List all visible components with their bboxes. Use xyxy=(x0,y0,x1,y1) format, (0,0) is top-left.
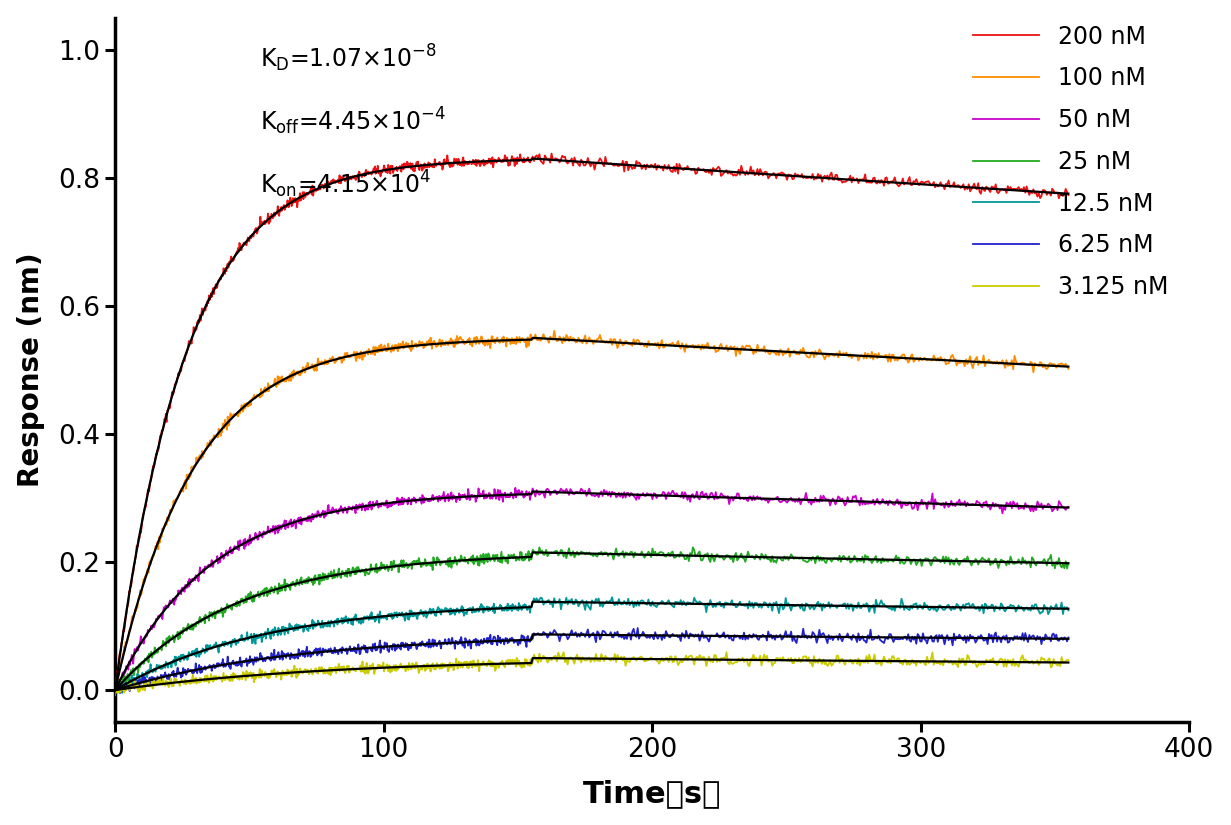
12.5 nM xyxy=(1061,606,1076,615)
25 nM xyxy=(108,688,123,698)
6.25 nM xyxy=(1061,633,1076,643)
12.5 nM xyxy=(165,658,180,668)
25 nM xyxy=(532,542,547,552)
50 nM xyxy=(508,483,523,493)
25 nM xyxy=(656,548,671,558)
12.5 nM xyxy=(798,606,812,615)
50 nM xyxy=(956,499,971,509)
100 nM xyxy=(798,348,812,358)
Line: 50 nM: 50 nM xyxy=(116,488,1069,691)
200 nM xyxy=(544,148,559,158)
3.125 nM xyxy=(719,648,734,658)
6.25 nM xyxy=(956,635,971,645)
12.5 nM xyxy=(656,597,671,607)
12.5 nM xyxy=(922,605,937,615)
6.25 nM xyxy=(799,630,814,640)
3.125 nM xyxy=(1061,655,1076,665)
25 nM xyxy=(165,634,180,644)
200 nM xyxy=(165,387,180,397)
50 nM xyxy=(165,594,180,604)
6.25 nM xyxy=(923,631,938,641)
3.125 nM xyxy=(108,683,123,693)
Text: K$_\mathrm{on}$=4.15×10$^{4}$: K$_\mathrm{on}$=4.15×10$^{4}$ xyxy=(260,169,431,200)
3.125 nM xyxy=(110,688,124,698)
200 nM xyxy=(955,182,970,191)
100 nM xyxy=(656,342,671,352)
50 nM xyxy=(657,488,672,497)
200 nM xyxy=(798,172,812,182)
200 nM xyxy=(108,684,123,694)
100 nM xyxy=(547,326,561,336)
Line: 3.125 nM: 3.125 nM xyxy=(116,653,1069,693)
50 nM xyxy=(923,497,938,507)
12.5 nM xyxy=(108,691,123,700)
Text: K$_\mathrm{off}$=4.45×10$^{-4}$: K$_\mathrm{off}$=4.45×10$^{-4}$ xyxy=(260,106,446,137)
Y-axis label: Response (nm): Response (nm) xyxy=(17,252,44,487)
50 nM xyxy=(513,489,528,499)
6.25 nM xyxy=(513,639,528,648)
Line: 100 nM: 100 nM xyxy=(116,331,1069,689)
Line: 6.25 nM: 6.25 nM xyxy=(116,628,1069,693)
200 nM xyxy=(512,153,527,163)
Line: 12.5 nM: 12.5 nM xyxy=(116,597,1069,695)
50 nM xyxy=(799,488,814,498)
25 nM xyxy=(512,555,527,565)
200 nM xyxy=(1061,191,1076,200)
12.5 nM xyxy=(512,604,527,614)
50 nM xyxy=(108,686,123,695)
25 nM xyxy=(798,556,812,566)
50 nM xyxy=(108,686,123,695)
6.25 nM xyxy=(165,669,180,679)
25 nM xyxy=(955,556,970,566)
3.125 nM xyxy=(656,656,671,666)
Legend: 200 nM, 100 nM, 50 nM, 25 nM, 12.5 nM, 6.25 nM, 3.125 nM: 200 nM, 100 nM, 50 nM, 25 nM, 12.5 nM, 6… xyxy=(963,16,1177,309)
100 nM xyxy=(955,356,970,366)
6.25 nM xyxy=(108,686,123,695)
100 nM xyxy=(165,505,180,515)
25 nM xyxy=(1061,559,1076,568)
3.125 nM xyxy=(799,652,814,662)
3.125 nM xyxy=(923,654,938,664)
6.25 nM xyxy=(657,634,672,644)
100 nM xyxy=(108,684,123,694)
3.125 nM xyxy=(165,680,180,690)
200 nM xyxy=(922,178,937,188)
6.25 nM xyxy=(630,623,645,633)
Text: K$_\mathrm{D}$=1.07×10$^{-8}$: K$_\mathrm{D}$=1.07×10$^{-8}$ xyxy=(260,42,437,73)
50 nM xyxy=(1061,502,1076,512)
100 nM xyxy=(1061,364,1076,374)
6.25 nM xyxy=(112,688,127,698)
12.5 nM xyxy=(955,602,970,612)
3.125 nM xyxy=(956,654,971,664)
12.5 nM xyxy=(604,592,619,602)
Line: 200 nM: 200 nM xyxy=(116,153,1069,689)
X-axis label: Time（s）: Time（s） xyxy=(583,780,721,808)
3.125 nM xyxy=(513,661,528,671)
100 nM xyxy=(922,355,937,365)
Line: 25 nM: 25 nM xyxy=(116,547,1069,693)
100 nM xyxy=(512,332,527,342)
200 nM xyxy=(656,166,671,176)
25 nM xyxy=(922,558,937,568)
